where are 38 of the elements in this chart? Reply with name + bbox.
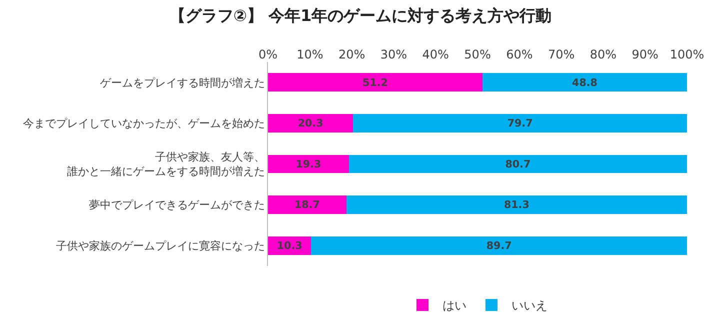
legend-label: いいえ [512,298,548,313]
y-tick-label: 子供や家族、友人等、誰かと一緒にゲームをする時間が増えた [66,150,265,178]
y-tick-label: 夢中でプレイできるゲームができた [88,198,265,212]
y-tick-label: ゲームをプレイする時間が増えた [100,76,265,90]
data-label: 19.3 [296,158,322,170]
y-tick-label: 今までプレイしていなかったが、ゲームを始めた [22,117,265,130]
legend-label: はい [442,298,466,313]
data-label: 10.3 [276,240,302,252]
x-tick-label: 90% [632,48,658,62]
bar [268,73,483,92]
data-label: 18.7 [294,199,320,212]
x-tick-label: 20% [338,48,366,62]
bar [311,236,687,255]
x-tick-label: 80% [590,48,617,62]
x-tick-label: 40% [422,48,449,62]
x-tick-label: 30% [380,48,408,62]
data-label: 48.8 [572,76,598,89]
data-label: 81.3 [504,199,530,212]
data-label: 80.7 [505,158,531,170]
bar [268,196,346,214]
y-tick-label: 子供や家族のゲームプレイに寛容になった [56,239,265,252]
bar [482,73,687,92]
x-tick-label: 10% [296,48,324,62]
data-label: 51.2 [362,76,388,89]
bar [268,114,354,132]
bar [346,196,687,214]
x-tick-label: 60% [506,48,533,62]
data-label: 20.3 [298,118,324,130]
x-tick-label: 50% [464,48,491,62]
data-label: 79.7 [507,118,533,130]
bar [353,114,687,132]
bar [348,154,687,174]
bar [268,154,349,174]
x-tick-label: 0% [258,48,278,62]
data-label: 89.7 [486,240,512,252]
chart-title: 【グラフ②】 今年1年のゲームに対する考え方や行動 [169,6,552,26]
x-tick-label: 100% [670,48,704,62]
x-tick-label: 70% [548,48,575,62]
